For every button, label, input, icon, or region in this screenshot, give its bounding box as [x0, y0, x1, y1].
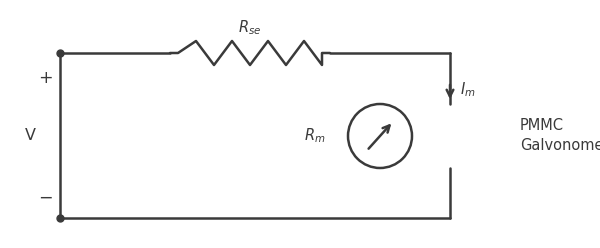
- Text: Galvonometer: Galvonometer: [520, 138, 600, 154]
- Text: −: −: [38, 189, 52, 207]
- Text: $R_{se}$: $R_{se}$: [238, 19, 262, 37]
- Text: V: V: [25, 128, 35, 144]
- Text: $R_m$: $R_m$: [304, 127, 325, 145]
- Text: $I_m$: $I_m$: [460, 81, 476, 99]
- Text: +: +: [38, 69, 52, 87]
- Text: PMMC: PMMC: [520, 119, 564, 133]
